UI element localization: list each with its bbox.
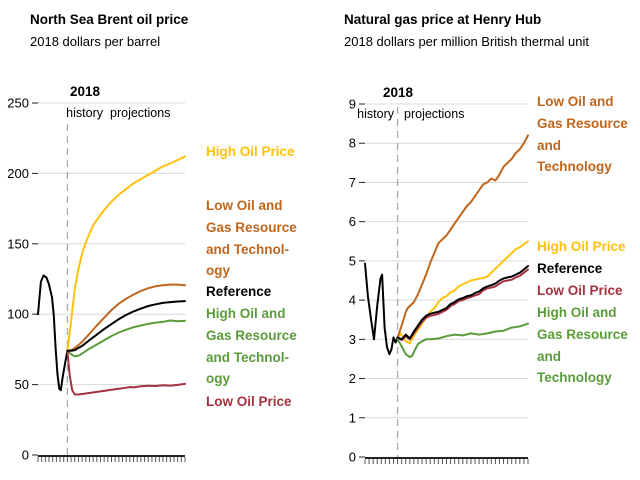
legend-label-line: Gas Resource: [537, 326, 628, 342]
legend-label-line: ogy: [206, 263, 231, 279]
series-line-high-oil-price: [66, 155, 186, 352]
legend-label-line: Low Oil and: [537, 94, 614, 109]
legend-label-line: Reference: [537, 261, 603, 276]
y-tick-label: 250: [7, 96, 29, 111]
history-label: history: [66, 106, 104, 120]
legend-label-line: Technology: [537, 370, 612, 386]
legend-entry-high-oil-price: High Oil Price: [206, 141, 295, 163]
y-tick-label: 150: [7, 236, 29, 251]
right-chart-legend: Low Oil and Gas Resource and Technology High…: [537, 0, 640, 480]
legend-label-line: and: [537, 348, 562, 364]
y-tick-label: 50: [15, 377, 29, 392]
right-chart-title: Natural gas price at Henry Hub: [344, 12, 542, 27]
legend-entry-low-oil-price: Low Oil Price: [537, 280, 623, 302]
series-line-high-oil-and-gas-resource-and-technology: [66, 319, 186, 358]
legend-label-line: Low Oil Price: [537, 283, 623, 298]
legend-entry-reference: Reference: [206, 281, 271, 303]
divider-year-label: 2018: [70, 84, 101, 99]
series-line-high-oil-price: [396, 240, 529, 345]
legend-entry-high-oil-price: High Oil Price: [537, 236, 626, 258]
y-tick-label: 0: [349, 450, 356, 465]
legend-label-line: Technology: [537, 159, 612, 175]
legend-label-line: Gas Resource: [206, 327, 297, 343]
legend-label-line: and Technol-: [206, 241, 289, 257]
legend-label-line: ogy: [206, 371, 231, 387]
series-line-low-oil-and-gas-resource-and-technology: [396, 134, 529, 339]
left-chart-subtitle: 2018 dollars per barrel: [30, 34, 161, 49]
history-label: history: [357, 107, 395, 121]
left-chart-legend: High Oil Price Low Oil and Gas Resource and…: [206, 0, 320, 480]
right-chart-subtitle: 2018 dollars per million British thermal…: [344, 34, 589, 49]
y-tick-label: 200: [7, 166, 29, 181]
y-tick-label: 3: [349, 332, 356, 347]
y-tick-label: 7: [349, 175, 356, 190]
y-tick-label: 1: [349, 410, 356, 425]
legend-label-line: and Technol-: [206, 349, 289, 365]
legend-label-line: Gas Resource: [206, 219, 297, 235]
series-line-history: [37, 274, 69, 392]
legend-entry-low-oil-and-gas-resource-and-technol-ogy: Low Oil and Gas Resource and Technol-ogy: [206, 195, 297, 282]
legend-label-line: High Oil and: [537, 305, 617, 320]
divider-year-label: 2018: [383, 85, 414, 100]
legend-label-line: and: [537, 137, 562, 153]
chart-plot-north-sea-brent-oil-price: 0 50 100 150 200 250 2018 history projections: [7, 84, 186, 463]
legend-label-line: Gas Resource: [537, 115, 628, 131]
legend-entry-reference: Reference: [537, 258, 602, 280]
projections-label: projections: [404, 107, 464, 121]
projections-label: projections: [110, 106, 170, 120]
legend-label-line: High Oil and: [206, 306, 286, 321]
series-line-low-oil-price: [396, 268, 529, 342]
legend-label-line: Low Oil and: [206, 198, 283, 213]
y-tick-label: 8: [349, 136, 356, 151]
y-tick-label: 5: [349, 253, 356, 268]
legend-entry-low-oil-and-gas-resource-and-technology: Low Oil and Gas Resource and Technology: [537, 91, 628, 178]
legend-label-line: High Oil Price: [206, 144, 295, 159]
series-line-reference: [66, 300, 186, 352]
legend-entry-high-oil-and-gas-resource-and-technology: High Oil and Gas Resource and Technology: [537, 302, 628, 389]
series-line-low-oil-and-gas-resource-and-technology: [66, 283, 186, 352]
y-tick-label: 0: [22, 448, 29, 463]
y-tick-label: 2: [349, 371, 356, 386]
legend-entry-high-oil-and-gas-resource-and-technol-ogy: High Oil and Gas Resource and Technol-ogy: [206, 303, 297, 390]
series-line-high-oil-and-gas-resource-and-technology: [396, 322, 529, 358]
y-tick-label: 100: [7, 307, 29, 322]
y-tick-label: 9: [349, 97, 356, 112]
y-tick-label: 4: [349, 293, 356, 308]
series-line-reference: [396, 265, 529, 341]
left-chart-title: North Sea Brent oil price: [30, 12, 189, 27]
legend-entry-low-oil-price: Low Oil Price: [206, 391, 292, 413]
chart-plot-natural-gas-price-at-henry-hub: 0 1 2 3 4 5 6 7 8 9 2018 history projections: [349, 85, 529, 465]
legend-label-line: Low Oil Price: [206, 394, 292, 409]
y-tick-label: 6: [349, 214, 356, 229]
legend-label-line: High Oil Price: [537, 239, 626, 254]
legend-label-line: Reference: [206, 284, 272, 299]
series-line-low-oil-price: [66, 349, 186, 396]
series-line-history: [364, 262, 399, 356]
